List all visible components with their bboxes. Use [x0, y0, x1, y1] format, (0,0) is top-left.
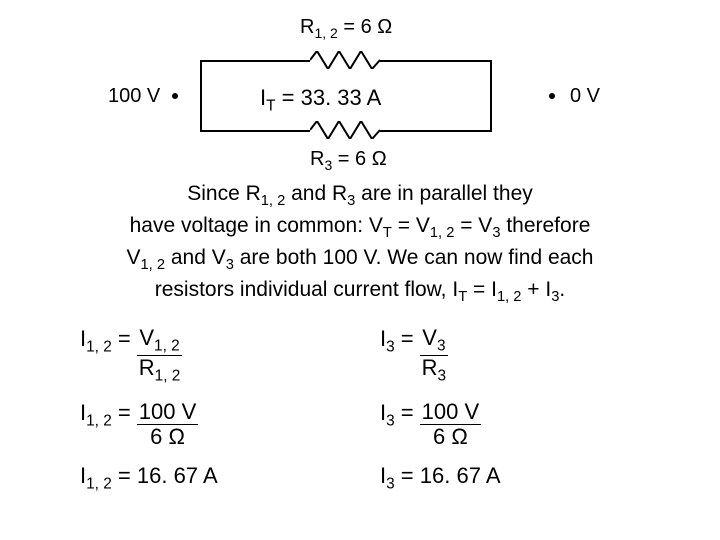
- right-voltage-label: 0 V: [570, 85, 600, 108]
- wire-left-vertical: [200, 60, 202, 132]
- i12c-lhs-post: =: [112, 463, 137, 488]
- exp-4a: resistors individual current flow, I: [155, 278, 458, 301]
- exp-4b: = I: [467, 278, 497, 301]
- exp-1b: and R: [285, 182, 347, 205]
- i12b-den: 6 Ω: [148, 425, 187, 449]
- equations-left-column: I1, 2 = V1, 2 R1, 2 I1, 2 = 100 V 6 Ω I1…: [80, 326, 340, 507]
- exp-2d: therefore: [500, 214, 590, 237]
- equations-right-column: I3 = V3 R3 I3 = 100 V 6 Ω I3 = 16. 67 A: [380, 326, 640, 507]
- i3-lhs-sub: 3: [386, 339, 395, 356]
- i12-num-pre: V: [139, 325, 154, 350]
- exp-2c: = V: [454, 214, 492, 237]
- i12b-lhs-sub: 1, 2: [86, 412, 112, 429]
- exp-1s1: 1, 2: [261, 193, 286, 209]
- i3-den-pre: R: [422, 355, 438, 380]
- wire-top-right: [380, 60, 492, 62]
- r3-pre: R: [310, 148, 324, 170]
- i12-den-sub: 1, 2: [155, 368, 181, 385]
- exp-1c: are in parallel they: [355, 182, 532, 205]
- i3-den-sub: 3: [438, 368, 447, 385]
- resistor-r12: [310, 51, 380, 69]
- i3-num-sub: 3: [437, 338, 446, 355]
- resistor-r3: [310, 121, 380, 139]
- eq-i3-numeric: I3 = 100 V 6 Ω: [380, 400, 640, 449]
- it-sub: T: [266, 97, 275, 114]
- i12-lhs-post: =: [112, 326, 131, 351]
- exp-3a: V: [127, 246, 141, 269]
- r12-sub: 1, 2: [314, 25, 337, 41]
- i3b-num: 100 V: [420, 400, 482, 425]
- bottom-resistor-label: R3 = 6 Ω: [310, 148, 387, 173]
- left-node-dot: [172, 93, 178, 99]
- exp-3s1: 1, 2: [141, 257, 166, 273]
- i3b-lhs-post: =: [395, 400, 414, 425]
- eq-i12-formula: I1, 2 = V1, 2 R1, 2: [80, 326, 340, 386]
- exp-3s2: 3: [226, 257, 234, 273]
- exp-3b: and V: [165, 246, 226, 269]
- i3-num-pre: V: [422, 325, 437, 350]
- i12b-lhs-post: =: [112, 400, 131, 425]
- i3c-val: 16. 67 A: [420, 463, 501, 488]
- wire-top-left: [200, 60, 310, 62]
- i3b-lhs-sub: 3: [386, 412, 395, 429]
- i3b-den: 6 Ω: [431, 425, 470, 449]
- exp-3c: are both 100 V. We can now find each: [234, 246, 594, 269]
- i3-lhs-post: =: [395, 326, 414, 351]
- circuit-diagram: 100 V 0 V R1, 2 = 6 Ω IT = 33. 33 A R3 =…: [0, 0, 720, 180]
- right-node-dot: [549, 93, 555, 99]
- eq-i3-formula: I3 = V3 R3: [380, 326, 640, 386]
- wire-bottom-right: [380, 130, 492, 132]
- i12c-lhs-sub: 1, 2: [86, 476, 112, 493]
- r12-post: = 6 Ω: [338, 16, 392, 38]
- r3-post: = 6 Ω: [332, 148, 386, 170]
- top-resistor-label: R1, 2 = 6 Ω: [300, 16, 392, 41]
- exp-2a: have voltage in common: V: [130, 214, 383, 237]
- eq-i12-result: I1, 2 = 16. 67 A: [80, 463, 340, 493]
- i12b-num: 100 V: [137, 400, 199, 425]
- wire-bottom-left: [200, 130, 310, 132]
- exp-2b: = V: [392, 214, 430, 237]
- i12-lhs-sub: 1, 2: [86, 339, 112, 356]
- exp-4s2: 1, 2: [497, 289, 522, 305]
- i3c-lhs-post: =: [395, 463, 420, 488]
- r12-pre: R: [300, 16, 314, 38]
- explanation-text: Since R1, 2 and R3 are in parallel they …: [40, 180, 680, 308]
- eq-i12-numeric: I1, 2 = 100 V 6 Ω: [80, 400, 340, 449]
- exp-4c: + I: [521, 278, 551, 301]
- exp-4d: .: [559, 278, 565, 301]
- exp-1a: Since R: [187, 182, 261, 205]
- i12c-val: 16. 67 A: [137, 463, 218, 488]
- exp-4s1: T: [458, 289, 467, 305]
- i12-num-sub: 1, 2: [154, 338, 180, 355]
- equations-block: I1, 2 = V1, 2 R1, 2 I1, 2 = 100 V 6 Ω I1…: [80, 326, 640, 507]
- left-voltage-label: 100 V: [108, 85, 160, 108]
- i3c-lhs-sub: 3: [386, 476, 395, 493]
- exp-2s2: 1, 2: [430, 225, 455, 241]
- exp-2s1: T: [383, 225, 392, 241]
- eq-i3-result: I3 = 16. 67 A: [380, 463, 640, 493]
- it-post: = 33. 33 A: [276, 85, 382, 110]
- wire-right-vertical: [490, 60, 492, 132]
- i12-den-pre: R: [139, 355, 155, 380]
- total-current-label: IT = 33. 33 A: [260, 85, 381, 115]
